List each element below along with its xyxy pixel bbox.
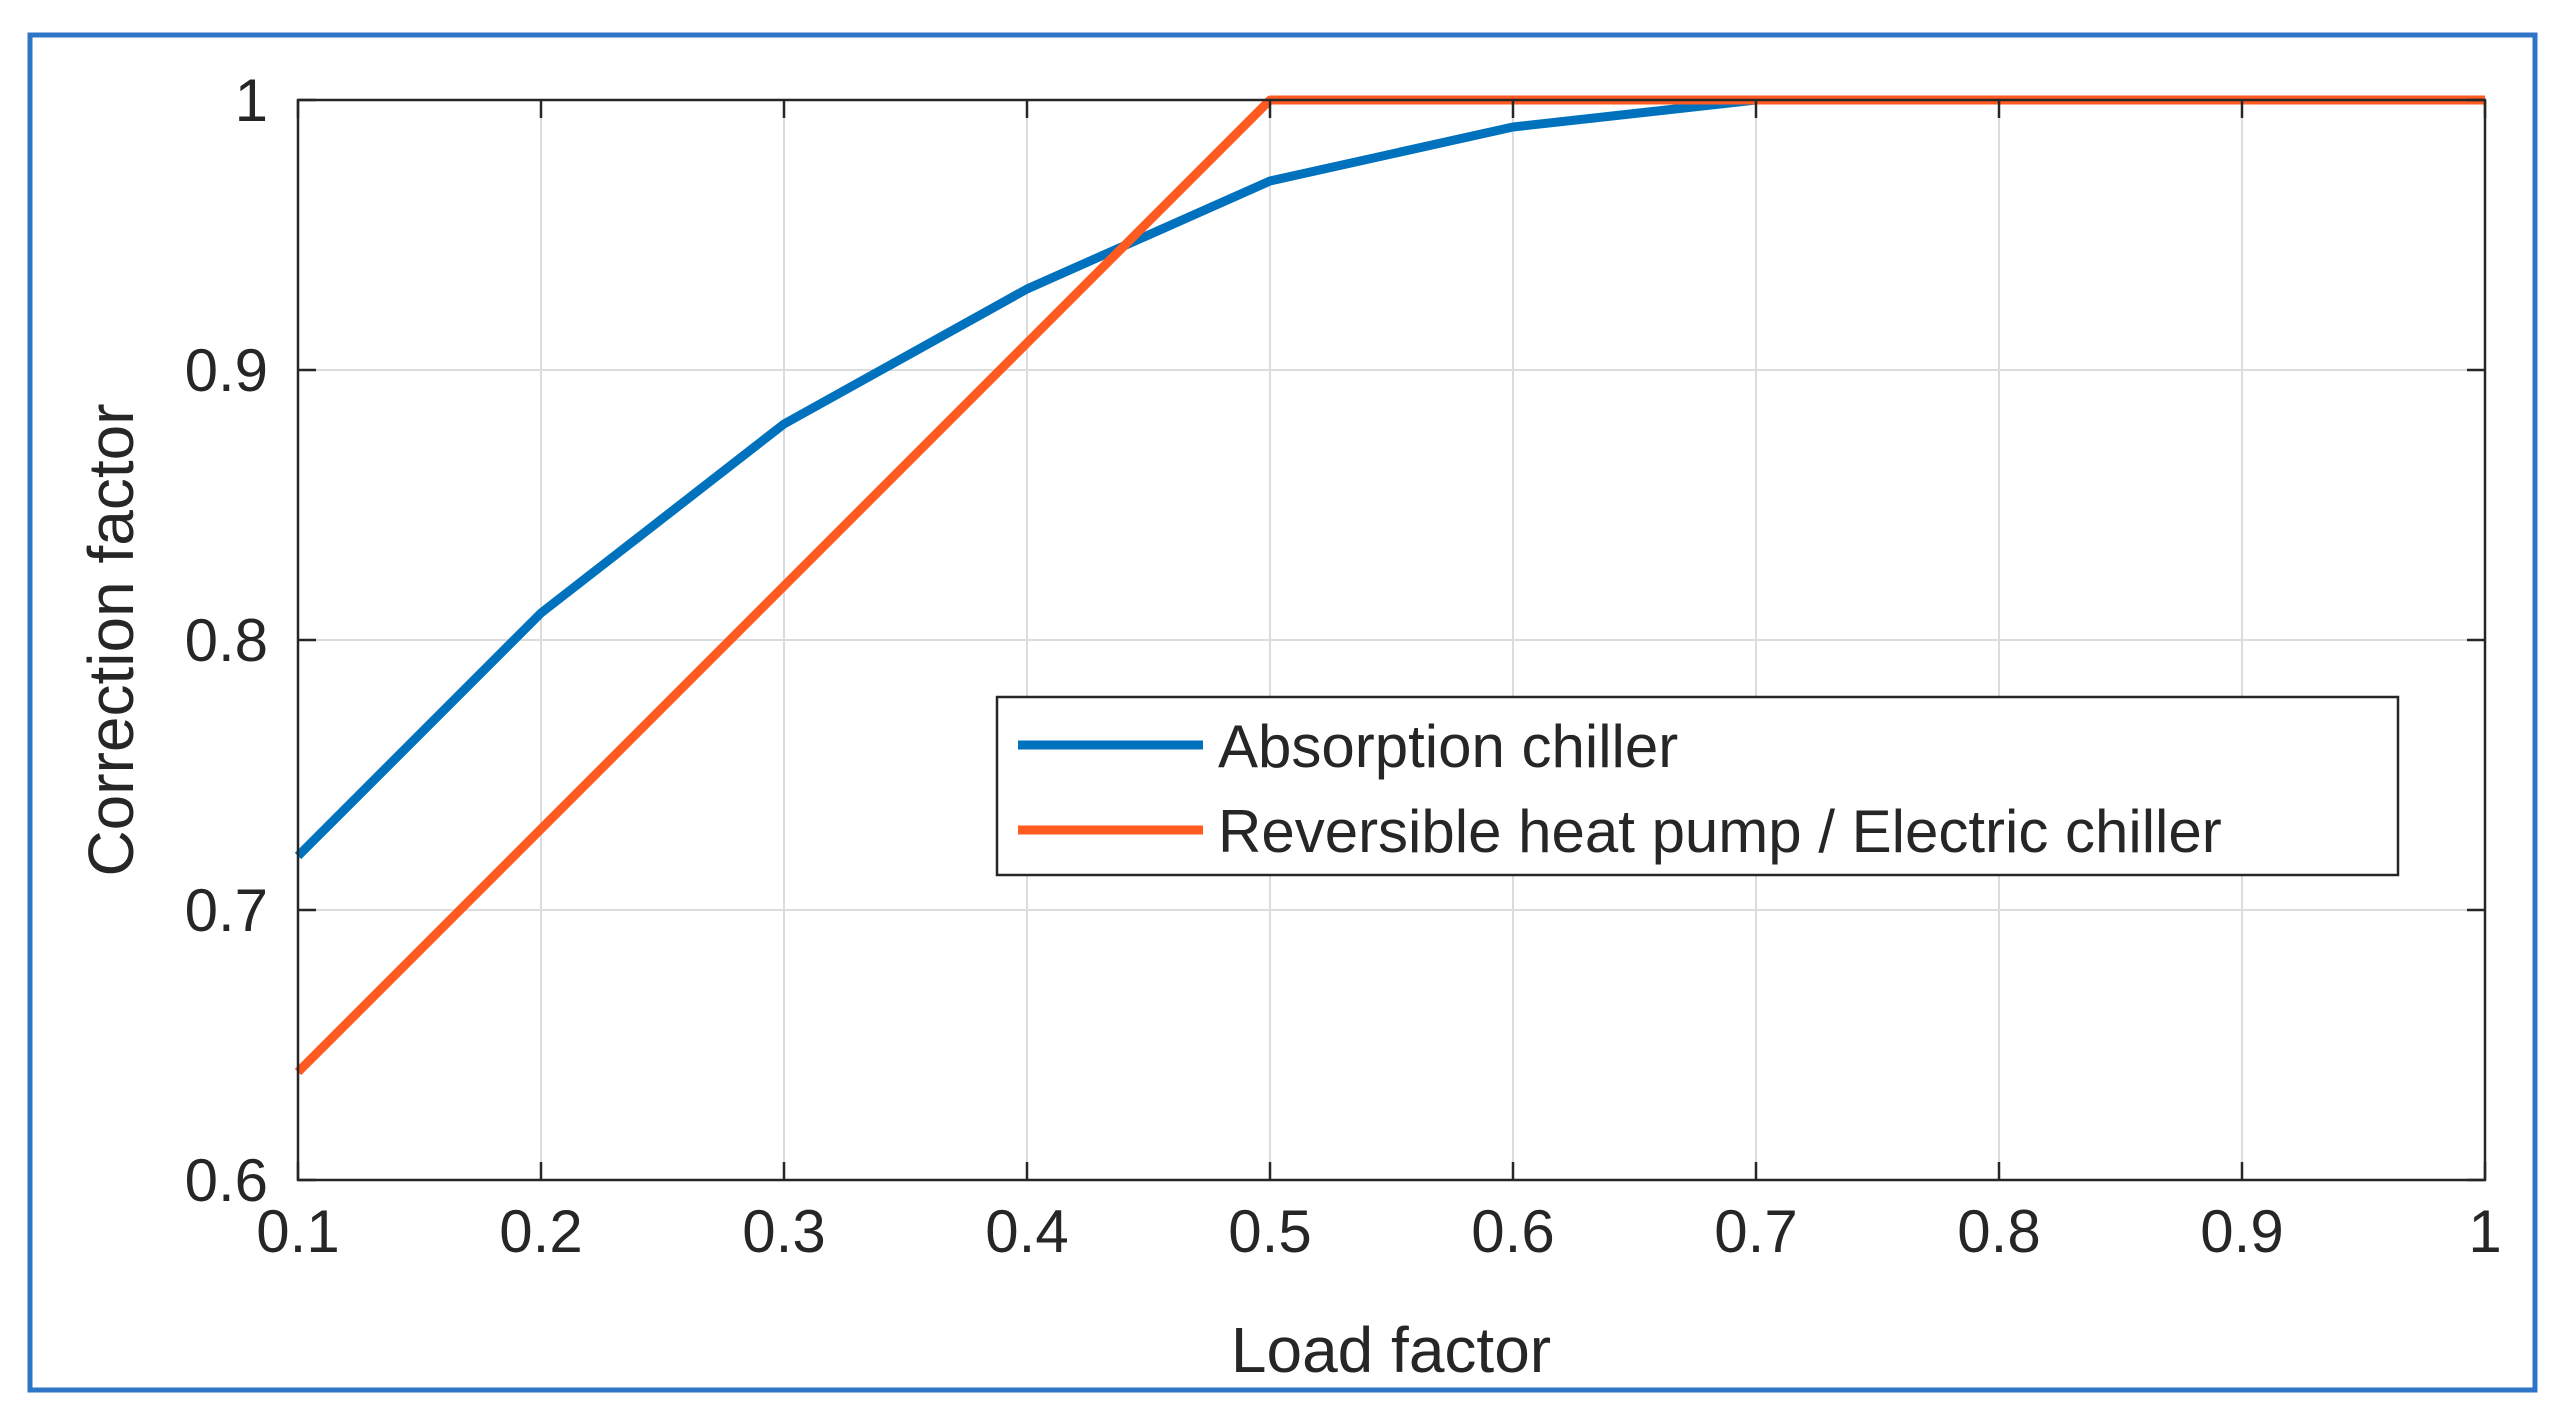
x-tick-label: 0.1: [256, 1198, 339, 1265]
x-tick-label: 0.2: [499, 1198, 582, 1265]
legend-label-absorption-chiller: Absorption chiller: [1218, 713, 1678, 780]
legend-label-reversible-heat-pump: Reversible heat pump / Electric chiller: [1218, 798, 2222, 865]
y-tick-label: 0.7: [185, 877, 268, 944]
x-tick-label: 0.6: [1471, 1198, 1554, 1265]
x-tick-label: 0.4: [985, 1198, 1068, 1265]
legend: Absorption chiller Reversible heat pump …: [995, 695, 2400, 877]
x-axis-ticks: 0.1 0.2 0.3 0.4 0.5 0.6 0.7 0.8 0.9 1: [256, 100, 2502, 1265]
x-axis-label: Load factor: [1231, 1314, 1551, 1386]
y-axis-label: Correction factor: [75, 403, 147, 876]
legend-box: [995, 695, 2400, 877]
y-axis-ticks: 0.6 0.7 0.8 0.9 1: [185, 67, 2485, 1214]
y-tick-label: 0.9: [185, 337, 268, 404]
y-tick-label: 1: [235, 67, 268, 134]
x-tick-label: 0.3: [742, 1198, 825, 1265]
x-tick-label: 1: [2468, 1198, 2501, 1265]
x-tick-label: 0.8: [1957, 1198, 2040, 1265]
x-tick-label: 0.5: [1228, 1198, 1311, 1265]
y-tick-label: 0.8: [185, 607, 268, 674]
x-tick-label: 0.9: [2200, 1198, 2283, 1265]
y-tick-label: 0.6: [185, 1147, 268, 1214]
x-tick-label: 0.7: [1714, 1198, 1797, 1265]
